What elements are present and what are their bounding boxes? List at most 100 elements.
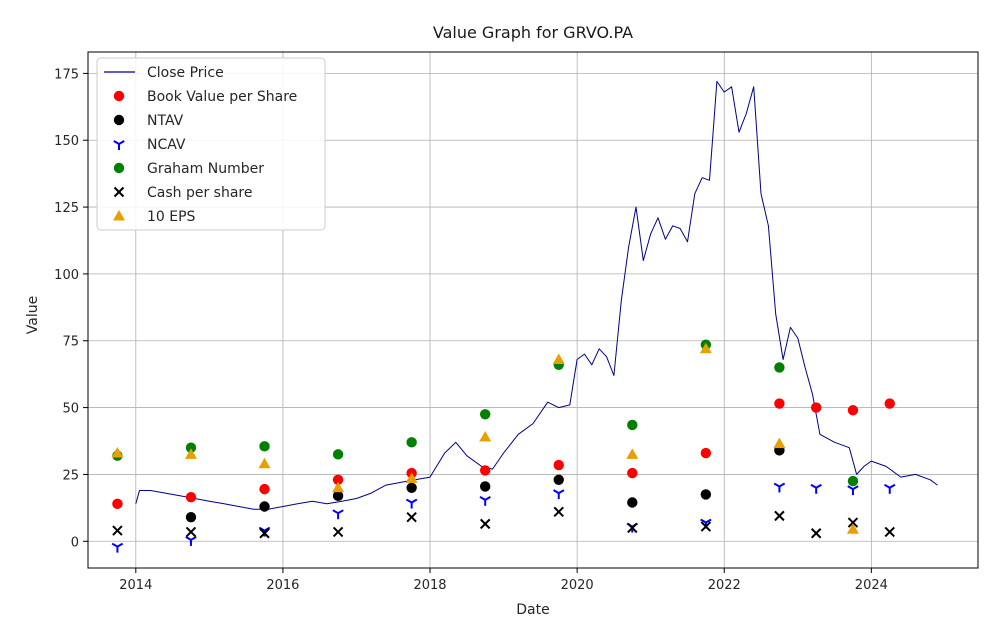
ncav-point-stroke bbox=[111, 542, 118, 548]
book-value-per-share-point bbox=[810, 402, 822, 413]
cash-per-share-point-stroke bbox=[259, 528, 270, 539]
cash-per-share-point-stroke bbox=[553, 506, 564, 518]
y-tick-label: 25 bbox=[62, 468, 79, 483]
legend-label: Close Price bbox=[147, 65, 224, 81]
cash-per-share-point bbox=[774, 510, 785, 522]
book-value-per-share-point bbox=[479, 465, 491, 476]
plot-area: 2014 2016 2018 2020 2022 2024 0 25 50 75 100 125 150… bbox=[54, 51, 979, 593]
10-eps-point bbox=[405, 472, 418, 483]
chart-title: Value Graph for GRVO.PA bbox=[433, 23, 633, 42]
ncav-point bbox=[847, 485, 859, 496]
ncav-point-stroke bbox=[705, 518, 712, 524]
cash-per-share-point bbox=[479, 518, 491, 530]
ntav-point bbox=[553, 474, 564, 485]
x-tick-label: 2016 bbox=[266, 578, 299, 593]
book-value-per-share-point bbox=[774, 398, 785, 409]
ncav-point bbox=[479, 495, 491, 506]
graham-number-point bbox=[185, 442, 197, 453]
ncav-point-stroke bbox=[815, 483, 822, 489]
graham-number-point bbox=[774, 362, 785, 373]
ncav-point-stroke bbox=[411, 498, 418, 504]
cash-per-share-point-stroke bbox=[627, 522, 638, 534]
legend-marker-swatch bbox=[113, 210, 125, 221]
ntav-point bbox=[700, 489, 712, 500]
book-value-per-share-point bbox=[884, 398, 895, 409]
cash-per-share-point bbox=[884, 526, 895, 538]
legend-marker-swatch bbox=[113, 162, 125, 174]
graham-number-point bbox=[259, 441, 270, 452]
cash-per-share-point bbox=[810, 528, 822, 539]
cash-per-share-point bbox=[185, 526, 197, 538]
legend-entry-cash-per-share: Cash per share bbox=[113, 185, 253, 201]
ncav-point-stroke bbox=[185, 536, 192, 541]
10-eps-point bbox=[111, 447, 124, 458]
book-value-per-share-point bbox=[700, 447, 712, 459]
cash-per-share-point bbox=[847, 517, 859, 528]
ncav-point-stroke bbox=[484, 495, 491, 501]
graham-number-point bbox=[332, 449, 344, 460]
ncav-point-stroke bbox=[258, 526, 266, 532]
x-tick-label: 2024 bbox=[855, 578, 888, 593]
ncav-point-stroke bbox=[558, 489, 565, 495]
cash-per-share-point bbox=[332, 526, 344, 538]
ncav-point-stroke bbox=[405, 498, 413, 504]
ncav-point bbox=[810, 483, 822, 494]
ncav-point bbox=[332, 509, 344, 520]
legend-label: Graham Number bbox=[147, 161, 264, 177]
cash-per-share-point bbox=[112, 525, 123, 536]
ncav-point-stroke bbox=[332, 509, 339, 515]
ntav-point bbox=[259, 501, 270, 512]
legend-entry-graham-number: Graham Number bbox=[113, 161, 264, 177]
cash-per-share-point-stroke bbox=[700, 521, 712, 532]
ncav-point-stroke bbox=[810, 483, 817, 489]
10-eps-point bbox=[846, 523, 859, 534]
graham-number-point bbox=[847, 475, 859, 487]
book-value-per-share-point bbox=[185, 491, 197, 503]
ncav-point-stroke bbox=[479, 495, 486, 501]
ncav-point bbox=[111, 542, 124, 553]
cash-per-share-point bbox=[406, 511, 417, 523]
x-tick-label: 2022 bbox=[708, 578, 741, 593]
legend-label: NCAV bbox=[147, 137, 186, 153]
ncav-point-stroke bbox=[884, 483, 891, 489]
cash-per-share-point bbox=[259, 528, 270, 539]
y-tick-label: 100 bbox=[54, 268, 79, 283]
ncav-point-stroke bbox=[337, 509, 344, 515]
10-eps-point bbox=[258, 457, 271, 469]
ncav-point-stroke bbox=[889, 483, 896, 489]
cash-per-share-point-stroke bbox=[185, 526, 197, 538]
10-eps-point bbox=[332, 481, 345, 493]
ntav-point bbox=[627, 497, 638, 508]
ncav-point-stroke bbox=[778, 482, 786, 488]
book-value-per-share-point bbox=[627, 467, 638, 479]
legend-label: Cash per share bbox=[147, 185, 253, 201]
book-value-per-share-point bbox=[112, 498, 123, 510]
legend-marker-swatch-stroke bbox=[113, 186, 125, 198]
ncav-point bbox=[185, 536, 197, 546]
ntav-point bbox=[406, 482, 417, 493]
legend-marker-swatch bbox=[113, 90, 125, 102]
cash-per-share-point-stroke bbox=[112, 525, 123, 536]
cash-per-share-point-stroke bbox=[847, 517, 859, 528]
legend-marker-swatch bbox=[113, 114, 125, 126]
10-eps-point bbox=[184, 448, 197, 459]
cash-per-share-point-stroke bbox=[479, 518, 491, 530]
graham-number-point bbox=[627, 419, 638, 431]
ntav-point bbox=[332, 490, 344, 502]
cash-per-share-point-stroke bbox=[406, 511, 417, 523]
y-tick-label: 125 bbox=[54, 201, 79, 216]
ncav-point-stroke bbox=[553, 489, 560, 495]
y-axis-label: Value bbox=[25, 296, 41, 334]
y-tick-label: 0 bbox=[71, 535, 79, 550]
legend-entry-10-eps: 10 EPS bbox=[113, 209, 196, 225]
10-eps-point bbox=[773, 437, 786, 449]
cash-per-share-point bbox=[700, 521, 712, 532]
legend-entry-book-value-per-share: Book Value per Share bbox=[113, 89, 297, 105]
ncav-point-stroke bbox=[190, 536, 197, 541]
cash-per-share-point-stroke bbox=[810, 528, 822, 539]
y-tick-label: 75 bbox=[62, 335, 79, 350]
legend: Close Price Book Value per Share NTAV NCAV G… bbox=[96, 57, 326, 231]
legend-entry-ntav: NTAV bbox=[113, 113, 184, 129]
legend-entry-ncav: NCAV bbox=[113, 137, 186, 153]
